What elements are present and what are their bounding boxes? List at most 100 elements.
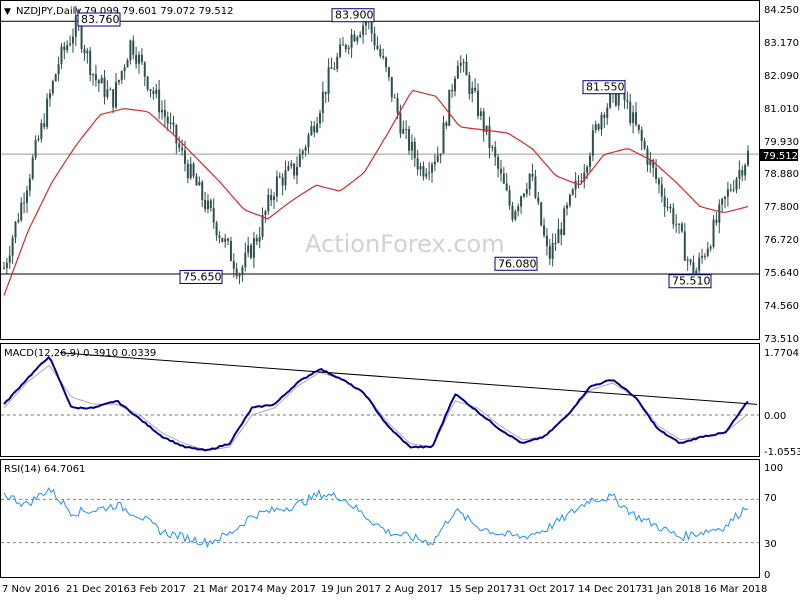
candle-body: [376, 45, 379, 49]
candle-body: [649, 160, 652, 165]
candle-body: [247, 245, 250, 253]
candle-body: [356, 37, 359, 42]
annotation-box: [331, 8, 375, 23]
candle-body: [393, 97, 396, 99]
candle-body: [20, 202, 23, 221]
candle-body: [382, 55, 385, 58]
current-price-label: 79.512: [763, 151, 798, 162]
candle-body: [471, 87, 474, 95]
candle-body: [637, 124, 640, 130]
candle-body: [80, 24, 83, 49]
candle-body: [640, 129, 643, 141]
candle-body: [3, 267, 5, 269]
candle-body: [287, 166, 290, 171]
current-price-box: [760, 149, 798, 161]
candle-body: [402, 128, 405, 134]
price-tick: 76.720: [764, 235, 799, 246]
candle-body: [442, 122, 445, 154]
candle-body: [11, 237, 14, 256]
candle-body: [163, 110, 166, 117]
candle-body: [735, 178, 738, 190]
x-tick: 21 Dec 2016: [66, 584, 130, 595]
candle-body: [709, 246, 712, 249]
candle-body: [232, 260, 235, 269]
candle-body: [531, 173, 534, 177]
candle-body: [456, 65, 459, 79]
candle-body: [183, 150, 186, 164]
candle-body: [353, 34, 356, 42]
candle-body: [652, 160, 655, 168]
candle-body: [606, 107, 609, 118]
candle-body: [123, 67, 126, 72]
candle-body: [364, 21, 367, 26]
candle-body: [439, 153, 442, 156]
candle-body: [680, 223, 683, 232]
candle-body: [379, 48, 382, 56]
candle-body: [86, 50, 89, 54]
candle-body: [718, 204, 721, 223]
candle-body: [261, 215, 264, 237]
x-tick: 16 Mar 2018: [704, 584, 767, 595]
x-tick: 19 Jun 2017: [321, 584, 381, 595]
candle-body: [468, 75, 471, 95]
price-panel-title: NZDJPY,Daily: [16, 6, 81, 17]
candle-body: [419, 166, 422, 170]
candle-body: [89, 50, 92, 75]
candle-body: [540, 202, 543, 226]
macd-line: [3, 355, 749, 452]
candle-body: [597, 124, 600, 130]
candle-body: [275, 176, 278, 197]
candle-body: [370, 21, 373, 34]
price-tick: 75.640: [764, 268, 799, 279]
price-tick: 84.250: [764, 5, 799, 16]
candle-body: [557, 229, 560, 244]
rsi-tick: 100: [764, 463, 783, 474]
candle-body: [347, 47, 350, 50]
annotation-box: [668, 274, 712, 289]
candle-body: [169, 122, 172, 124]
candle-body: [146, 76, 149, 90]
candle-body: [451, 89, 454, 92]
candle-body: [626, 100, 629, 102]
candle-body: [436, 155, 439, 162]
candle-body: [270, 194, 273, 201]
candle-body: [672, 208, 675, 225]
candle-body: [195, 176, 198, 186]
annotation-box: [582, 80, 626, 95]
candle-body: [692, 262, 695, 281]
candle-body: [51, 81, 54, 94]
candle-body: [715, 219, 718, 223]
candle-body: [298, 154, 301, 167]
candle-body: [537, 197, 540, 203]
candle-body: [344, 45, 347, 50]
rsi-tick: 70: [764, 493, 777, 504]
candle-body: [738, 170, 741, 179]
candle-body: [485, 125, 488, 132]
candle-body: [689, 259, 692, 263]
candle-body: [566, 205, 569, 209]
candle-body: [152, 90, 155, 94]
candle-body: [617, 92, 620, 106]
candle-body: [362, 25, 365, 35]
price-panel-title-arrow: ▼: [4, 7, 11, 17]
candle-body: [94, 74, 97, 81]
candle-body: [502, 173, 505, 184]
x-tick: 15 Sep 2017: [449, 584, 512, 595]
candle-body: [238, 275, 241, 277]
candle-body: [629, 101, 632, 123]
candle-body: [106, 89, 109, 97]
candle-body: [399, 113, 402, 134]
candle-body: [591, 130, 594, 156]
price-tick: 83.170: [764, 38, 799, 49]
candle-body: [491, 147, 494, 149]
moving-average-line: [3, 89, 749, 296]
candle-body: [255, 238, 258, 242]
annotation-label: 83.900: [335, 9, 374, 22]
macd-y-axis: 1.7704 0.00 -1.0553: [764, 348, 800, 458]
candle-body: [218, 235, 221, 238]
candle-body: [304, 147, 307, 151]
candle-body: [178, 143, 181, 148]
candle-body: [60, 46, 63, 65]
candle-body: [235, 268, 238, 277]
candle-body: [92, 74, 95, 76]
